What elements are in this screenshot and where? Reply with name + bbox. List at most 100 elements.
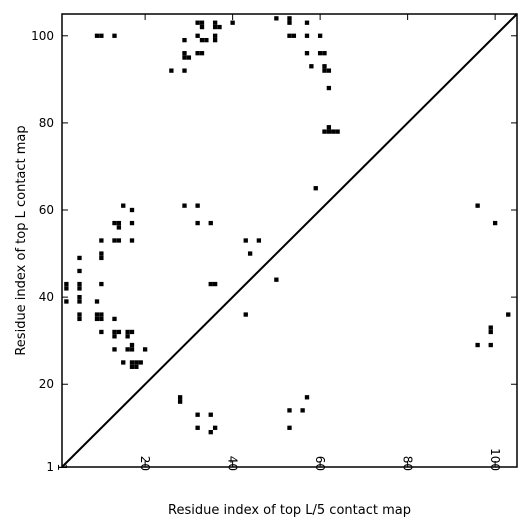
data-point bbox=[300, 408, 305, 413]
data-point bbox=[212, 37, 218, 43]
x-axis-label: Residue index of top L/5 contact map bbox=[168, 503, 411, 518]
data-point bbox=[77, 255, 82, 261]
data-point bbox=[182, 55, 187, 60]
data-point bbox=[199, 24, 205, 30]
data-point bbox=[112, 334, 117, 339]
data-point bbox=[99, 329, 104, 335]
data-point bbox=[326, 129, 332, 134]
data-point bbox=[129, 220, 135, 226]
y-tick-label: 100 bbox=[31, 29, 54, 43]
data-point bbox=[195, 425, 200, 430]
x-tick-label: 100 bbox=[488, 448, 502, 471]
data-point bbox=[182, 51, 187, 56]
data-point bbox=[116, 329, 122, 335]
data-point bbox=[243, 238, 248, 243]
data-point bbox=[274, 277, 279, 282]
data-point bbox=[125, 347, 130, 352]
data-point bbox=[94, 33, 100, 38]
data-point bbox=[99, 255, 104, 261]
data-point bbox=[99, 316, 104, 322]
data-point bbox=[217, 24, 222, 30]
data-point bbox=[182, 203, 187, 208]
data-point bbox=[121, 203, 126, 208]
data-point bbox=[138, 360, 143, 365]
data-point bbox=[331, 129, 336, 134]
data-point bbox=[506, 312, 511, 317]
data-point bbox=[182, 37, 187, 43]
data-point bbox=[199, 37, 205, 43]
data-point bbox=[287, 425, 292, 430]
data-point bbox=[204, 37, 209, 43]
data-point bbox=[129, 238, 135, 243]
data-point bbox=[195, 220, 200, 226]
data-point bbox=[195, 412, 200, 417]
data-point bbox=[291, 33, 297, 38]
data-point bbox=[304, 51, 310, 56]
data-point bbox=[195, 203, 200, 208]
y-axis-label: Residue index of top L contact map bbox=[14, 125, 29, 355]
data-point bbox=[112, 220, 117, 226]
data-point bbox=[177, 399, 183, 404]
data-point bbox=[112, 238, 117, 243]
data-point bbox=[112, 347, 117, 352]
data-point bbox=[326, 85, 332, 91]
data-point bbox=[125, 329, 130, 335]
data-point bbox=[116, 238, 122, 243]
data-point bbox=[129, 364, 135, 369]
data-point bbox=[99, 281, 104, 287]
data-point bbox=[313, 186, 318, 191]
data-point bbox=[169, 68, 174, 73]
data-point bbox=[121, 360, 126, 365]
data-point bbox=[488, 325, 493, 330]
data-point bbox=[335, 129, 340, 134]
data-point bbox=[256, 238, 262, 243]
data-point bbox=[94, 312, 100, 317]
diagonal-line bbox=[61, 13, 518, 468]
data-point bbox=[317, 33, 323, 38]
data-point bbox=[77, 316, 82, 322]
plot-frame bbox=[61, 13, 518, 468]
data-point bbox=[142, 347, 148, 352]
data-point bbox=[322, 68, 327, 73]
data-point bbox=[116, 225, 122, 230]
data-point bbox=[64, 281, 69, 287]
data-point bbox=[212, 20, 218, 25]
data-point bbox=[129, 360, 135, 365]
data-point bbox=[208, 220, 213, 226]
data-point bbox=[77, 294, 82, 300]
data-point bbox=[475, 342, 480, 348]
data-point bbox=[230, 20, 235, 25]
data-point bbox=[317, 51, 323, 56]
data-point bbox=[129, 342, 135, 348]
data-point bbox=[488, 342, 493, 348]
data-point bbox=[195, 33, 200, 38]
data-point bbox=[212, 281, 218, 287]
data-point bbox=[287, 408, 292, 413]
data-point bbox=[94, 316, 100, 322]
data-point bbox=[99, 312, 104, 317]
data-point bbox=[274, 16, 279, 21]
data-point bbox=[112, 316, 117, 322]
data-point bbox=[195, 20, 200, 25]
y-tick-label: 1 bbox=[46, 460, 54, 474]
data-point bbox=[247, 251, 253, 256]
data-point bbox=[129, 347, 135, 352]
data-point bbox=[322, 64, 327, 69]
data-point bbox=[94, 299, 100, 304]
data-point bbox=[304, 395, 310, 400]
data-point bbox=[287, 16, 292, 21]
data-point bbox=[309, 64, 314, 69]
y-tick-label: 60 bbox=[39, 203, 54, 217]
data-point bbox=[77, 299, 82, 304]
data-point bbox=[64, 286, 69, 291]
data-point bbox=[186, 55, 192, 60]
data-point bbox=[212, 24, 218, 30]
data-point bbox=[116, 220, 122, 226]
data-point bbox=[77, 268, 82, 274]
data-point bbox=[488, 329, 493, 335]
data-point bbox=[112, 329, 117, 335]
data-point bbox=[77, 281, 82, 287]
data-point bbox=[322, 129, 327, 134]
